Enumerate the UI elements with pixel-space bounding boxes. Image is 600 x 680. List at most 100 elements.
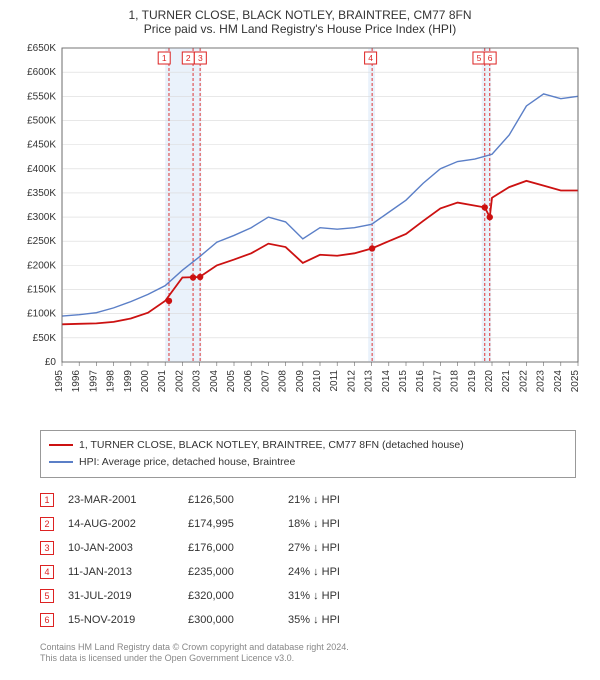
- legend: 1, TURNER CLOSE, BLACK NOTLEY, BRAINTREE…: [40, 430, 576, 478]
- y-tick-label: £300K: [27, 212, 56, 223]
- event-price: £174,995: [188, 518, 288, 530]
- y-tick-label: £650K: [27, 43, 56, 54]
- chart-svg: £0£50K£100K£150K£200K£250K£300K£350K£400…: [12, 42, 588, 422]
- event-row: 531-JUL-2019£320,00031% ↓ HPI: [40, 584, 576, 608]
- event-marker-num: 4: [368, 53, 373, 63]
- x-tick-label: 2016: [415, 370, 426, 393]
- y-tick-label: £400K: [27, 164, 56, 175]
- x-tick-label: 1999: [123, 370, 134, 393]
- x-tick-label: 2009: [295, 370, 306, 393]
- event-marker-num: 1: [162, 53, 167, 63]
- legend-item: HPI: Average price, detached house, Brai…: [49, 454, 567, 471]
- event-price: £126,500: [188, 494, 288, 506]
- legend-label: 1, TURNER CLOSE, BLACK NOTLEY, BRAINTREE…: [79, 437, 464, 454]
- x-tick-label: 2003: [192, 370, 203, 393]
- event-delta: 24% ↓ HPI: [288, 566, 408, 578]
- y-tick-label: £0: [45, 357, 57, 368]
- event-delta: 18% ↓ HPI: [288, 518, 408, 530]
- y-tick-label: £500K: [27, 115, 56, 126]
- x-tick-label: 2002: [174, 370, 185, 393]
- event-price: £300,000: [188, 614, 288, 626]
- x-tick-label: 2022: [518, 370, 529, 393]
- x-tick-label: 2010: [312, 370, 323, 393]
- chart-title-line1: 1, TURNER CLOSE, BLACK NOTLEY, BRAINTREE…: [12, 8, 588, 22]
- x-tick-label: 2025: [570, 370, 581, 393]
- event-row: 2 14-AUG-2002£174,99518% ↓ HPI: [40, 512, 576, 536]
- y-tick-label: £250K: [27, 236, 56, 247]
- event-date: 31-JUL-2019: [68, 590, 188, 602]
- event-marker-num: 3: [198, 53, 203, 63]
- event-number: 6: [40, 613, 54, 627]
- footer-line1: Contains HM Land Registry data © Crown c…: [40, 642, 576, 654]
- x-tick-label: 2012: [346, 370, 357, 393]
- event-price: £176,000: [188, 542, 288, 554]
- x-tick-label: 1998: [106, 370, 117, 393]
- event-number: 3: [40, 541, 54, 555]
- x-tick-label: 2018: [450, 370, 461, 393]
- event-row: 1 23-MAR-2001£126,50021% ↓ HPI: [40, 488, 576, 512]
- event-date: 11-JAN-2013: [68, 566, 188, 578]
- x-tick-label: 2004: [209, 370, 220, 393]
- x-tick-label: 2006: [243, 370, 254, 393]
- event-number: 4: [40, 565, 54, 579]
- chart-title-block: 1, TURNER CLOSE, BLACK NOTLEY, BRAINTREE…: [12, 8, 588, 36]
- legend-swatch: [49, 461, 73, 463]
- event-date: 10-JAN-2003: [68, 542, 188, 554]
- y-tick-label: £50K: [33, 333, 57, 344]
- y-tick-label: £100K: [27, 309, 56, 320]
- x-tick-label: 1997: [88, 370, 99, 393]
- x-tick-label: 2000: [140, 370, 151, 393]
- event-row: 3 10-JAN-2003£176,00027% ↓ HPI: [40, 536, 576, 560]
- y-tick-label: £550K: [27, 91, 56, 102]
- x-tick-label: 2019: [467, 370, 478, 393]
- event-price: £235,000: [188, 566, 288, 578]
- event-price: £320,000: [188, 590, 288, 602]
- event-delta: 27% ↓ HPI: [288, 542, 408, 554]
- chart-title-line2: Price paid vs. HM Land Registry's House …: [12, 22, 588, 36]
- event-date: 15-NOV-2019: [68, 614, 188, 626]
- event-date: 14-AUG-2002: [68, 518, 188, 530]
- y-tick-label: £600K: [27, 67, 56, 78]
- x-tick-label: 2021: [501, 370, 512, 393]
- event-delta: 21% ↓ HPI: [288, 494, 408, 506]
- series-dot: [197, 274, 203, 280]
- x-tick-label: 2001: [157, 370, 168, 393]
- x-tick-label: 2005: [226, 370, 237, 393]
- event-number: 2: [40, 517, 54, 531]
- event-row: 6 15-NOV-2019£300,00035% ↓ HPI: [40, 608, 576, 632]
- y-tick-label: £150K: [27, 285, 56, 296]
- chart: £0£50K£100K£150K£200K£250K£300K£350K£400…: [12, 42, 588, 422]
- footer-line2: This data is licensed under the Open Gov…: [40, 653, 576, 665]
- event-marker-num: 2: [186, 53, 191, 63]
- events-table: 1 23-MAR-2001£126,50021% ↓ HPI 2 14-AUG-200…: [40, 488, 576, 632]
- event-number: 5: [40, 589, 54, 603]
- y-tick-label: £200K: [27, 260, 56, 271]
- event-number: 1: [40, 493, 54, 507]
- event-date: 23-MAR-2001: [68, 494, 188, 506]
- series-dot: [166, 298, 172, 304]
- x-tick-label: 2017: [432, 370, 443, 393]
- x-tick-label: 2013: [364, 370, 375, 393]
- event-delta: 35% ↓ HPI: [288, 614, 408, 626]
- x-tick-label: 1995: [54, 370, 65, 393]
- event-marker-num: 6: [488, 53, 493, 63]
- legend-swatch: [49, 444, 73, 446]
- shade-band: [165, 48, 201, 362]
- x-tick-label: 2024: [553, 370, 564, 393]
- x-tick-label: 2007: [260, 370, 271, 393]
- series-dot: [369, 245, 375, 251]
- shade-band: [368, 48, 375, 362]
- x-tick-label: 1996: [71, 370, 82, 393]
- x-tick-label: 2015: [398, 370, 409, 393]
- series-dot: [482, 204, 488, 210]
- event-marker-num: 5: [477, 53, 482, 63]
- y-tick-label: £450K: [27, 140, 56, 151]
- x-tick-label: 2014: [381, 370, 392, 393]
- x-tick-label: 2008: [278, 370, 289, 393]
- x-tick-label: 2020: [484, 370, 495, 393]
- x-tick-label: 2023: [536, 370, 547, 393]
- event-row: 4 11-JAN-2013£235,00024% ↓ HPI: [40, 560, 576, 584]
- legend-item: 1, TURNER CLOSE, BLACK NOTLEY, BRAINTREE…: [49, 437, 567, 454]
- x-tick-label: 2011: [329, 370, 340, 392]
- legend-label: HPI: Average price, detached house, Brai…: [79, 454, 295, 471]
